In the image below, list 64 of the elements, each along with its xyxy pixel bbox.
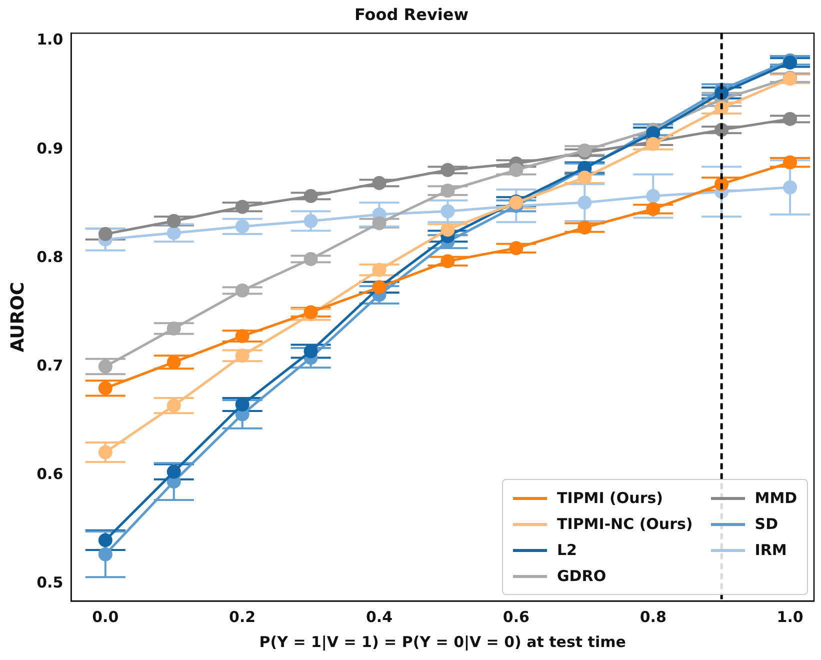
point [98,445,112,460]
point [304,189,318,204]
point [578,143,592,158]
point [166,214,181,228]
point [509,241,524,256]
x-tick-label: 0.4 [366,608,393,626]
point [440,254,455,268]
point [166,398,181,413]
point [235,397,250,412]
point [235,329,250,344]
y-tick-label: 1.0 [36,30,64,49]
point [646,202,660,216]
point [372,176,386,190]
point [509,162,524,177]
point [166,322,181,336]
point [783,155,798,170]
point [783,56,798,70]
x-tick-label: 0.2 [229,608,256,626]
point [440,204,455,218]
point [98,547,112,562]
point [372,216,386,230]
legend-label: GDRO [557,567,606,585]
point [304,214,318,228]
legend-label: MMD [754,489,798,507]
point [440,162,455,177]
point [166,355,181,370]
point [304,344,318,358]
y-tick-label: 0.9 [36,139,64,158]
x-axis-title: P(Y = 1|V = 1) = P(Y = 0|V = 0) at test time [259,632,626,651]
point [783,180,798,194]
legend-label: TIPMI (Ours) [557,489,664,507]
legend-label: TIPMI-NC (Ours) [557,515,693,533]
y-tick-label: 0.7 [36,356,64,374]
legend-label: IRM [754,541,787,559]
y-tick-label: 0.6 [36,464,64,483]
point [235,348,250,363]
legend-label: L2 [557,541,577,559]
point [304,252,318,266]
point [440,184,455,198]
point [98,360,112,374]
point [166,226,181,240]
point [578,220,592,235]
x-tick-label: 0.0 [92,608,119,626]
y-axis-title: AUROC [7,282,28,352]
point [578,170,592,185]
y-tick-label: 0.5 [36,574,64,592]
point [235,200,250,214]
point [783,112,798,126]
legend-label: SD [754,515,778,533]
x-tick-label: 0.6 [502,608,530,626]
point [166,464,181,479]
point [372,262,386,277]
point [98,381,112,396]
chart-title: Food Review [354,4,469,24]
point [98,533,112,548]
x-tick-label: 0.8 [640,608,666,626]
point [646,189,660,204]
y-tick-label: 0.8 [36,248,64,266]
point [98,227,112,242]
point [578,196,592,210]
point [440,222,455,237]
point [235,284,250,298]
x-tick-label: 1.0 [776,608,804,626]
point [235,219,250,234]
